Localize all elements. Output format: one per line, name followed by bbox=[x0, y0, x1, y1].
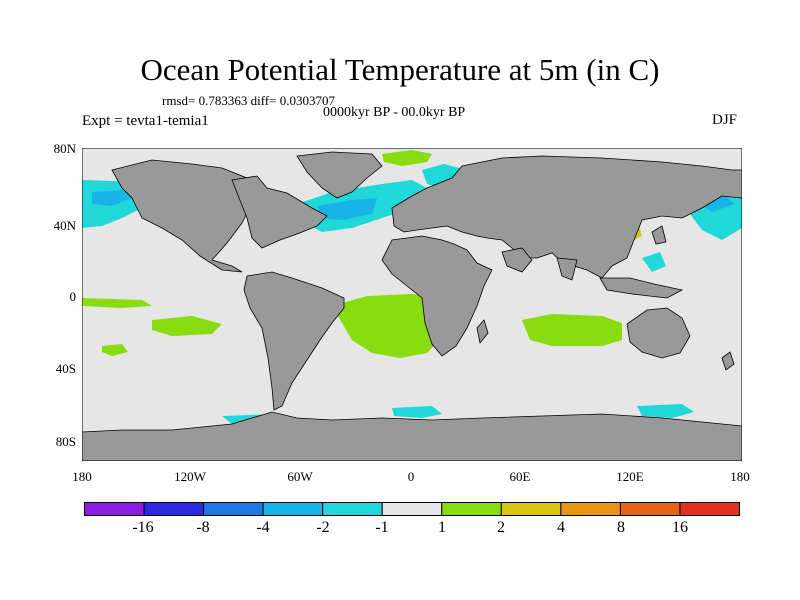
map-title: Ocean Potential Temperature at 5m (in C) bbox=[140, 52, 660, 87]
new-zealand bbox=[721, 351, 735, 371]
colorbar-label: 4 bbox=[557, 519, 565, 536]
positive-anomaly-regions bbox=[82, 150, 622, 358]
india bbox=[556, 257, 578, 281]
southern-ocean-cool-patch-3 bbox=[637, 404, 694, 418]
arabia bbox=[501, 247, 533, 273]
maritime-continent bbox=[599, 277, 684, 299]
colorbar-label: 1 bbox=[438, 519, 446, 536]
world-map bbox=[82, 148, 742, 461]
colorbar bbox=[84, 502, 740, 516]
east-north-america bbox=[231, 175, 328, 249]
colorbar-swatch bbox=[203, 502, 264, 516]
lon-label-0: 0 bbox=[407, 469, 415, 484]
lat-label-40n: 40N bbox=[53, 218, 76, 233]
period-label: 0000kyr BP - 00.0kyr BP bbox=[323, 105, 466, 120]
lat-label-80n: 80N bbox=[53, 141, 76, 156]
arctic-warm-patch bbox=[382, 150, 432, 166]
colorbar-label: -8 bbox=[196, 519, 210, 536]
colorbar-label: 16 bbox=[672, 519, 688, 536]
colorbar-swatch bbox=[262, 502, 324, 516]
lon-label-60w: 60W bbox=[287, 469, 313, 484]
colorbar-label: 8 bbox=[617, 519, 625, 536]
colorbar-swatch bbox=[500, 502, 562, 516]
south-atlantic-warm-patch bbox=[332, 294, 447, 358]
indian-ocean-warm-patch bbox=[522, 314, 622, 346]
colorbar-label: -1 bbox=[375, 519, 389, 536]
land-masses bbox=[82, 151, 742, 461]
colorbar-swatch bbox=[322, 502, 383, 516]
stats-label: rmsd= 0.783363 diff= 0.0303707 bbox=[162, 93, 335, 108]
lat-label-40s: 40S bbox=[55, 361, 76, 376]
southern-ocean-cool-patch-2 bbox=[392, 406, 442, 418]
kuroshio-ext-patch bbox=[92, 190, 132, 206]
lat-label-80s: 80S bbox=[55, 434, 76, 449]
south-america bbox=[243, 271, 345, 411]
lat-label-eq: 0 bbox=[69, 289, 77, 304]
colorbar-swatch bbox=[143, 502, 205, 516]
north-america bbox=[111, 159, 258, 273]
lon-label-180e: 180 bbox=[730, 469, 750, 484]
colorbar-label: -4 bbox=[256, 519, 270, 536]
colorbar-swatch bbox=[679, 502, 740, 516]
australia bbox=[626, 307, 691, 359]
colorbar-swatch bbox=[619, 502, 681, 516]
colorbar-swatch bbox=[560, 502, 621, 516]
gulf-stream-patch bbox=[317, 198, 377, 220]
west-pacific-cool-patch bbox=[642, 252, 666, 272]
colorbar-swatch bbox=[381, 502, 443, 516]
greenland bbox=[296, 151, 383, 199]
colorbar-label: 2 bbox=[497, 519, 505, 536]
colorbar-swatch bbox=[441, 502, 502, 516]
japan bbox=[651, 225, 667, 245]
equatorial-pacific-warm-patch bbox=[82, 298, 152, 308]
lon-label-120e: 120E bbox=[616, 469, 644, 484]
sw-pacific-warm-patch bbox=[102, 344, 128, 356]
season-label: DJF bbox=[712, 112, 738, 128]
lon-label-180w: 180 bbox=[72, 469, 92, 484]
eurasia bbox=[391, 155, 742, 279]
lon-label-60e: 60E bbox=[509, 469, 531, 484]
colorbar-label: -2 bbox=[316, 519, 330, 536]
lon-label-120w: 120W bbox=[174, 469, 206, 484]
colorbar-label: -16 bbox=[132, 519, 154, 536]
africa bbox=[381, 235, 493, 357]
colorbar-swatch bbox=[84, 502, 145, 516]
madagascar bbox=[476, 319, 489, 344]
south-pacific-warm-patch bbox=[152, 316, 222, 336]
experiment-label: Expt = tevta1-temia1 bbox=[82, 113, 209, 129]
antarctica bbox=[82, 411, 742, 461]
